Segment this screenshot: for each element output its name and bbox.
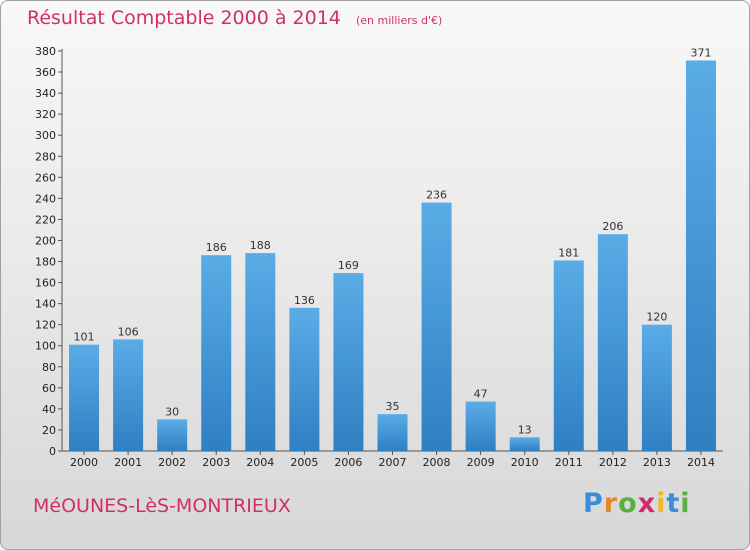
bar — [553, 260, 584, 451]
commune-name: MéOUNES-LèS-MONTRIEUX — [33, 495, 291, 517]
x-tick-label: 2003 — [202, 456, 230, 469]
y-tick-label: 20 — [42, 424, 56, 437]
chart-data-labels: 101 106 30 186 188 136 169 35 236 47 13 181 206 120 37… — [74, 46, 712, 436]
logo-letter: P — [583, 488, 604, 519]
y-tick-label: 240 — [35, 192, 56, 205]
y-tick-label: 80 — [42, 361, 56, 374]
x-tick-label: 2014 — [687, 456, 715, 469]
bar — [113, 339, 144, 451]
bar-value-label: 47 — [474, 388, 488, 401]
x-tick-label: 2012 — [599, 456, 627, 469]
y-tick-label: 200 — [35, 234, 56, 247]
x-tick-label: 2008 — [423, 456, 451, 469]
bar-value-label: 188 — [250, 239, 271, 252]
proxiti-logo: Proxiti — [583, 488, 691, 519]
bar — [289, 307, 320, 451]
bar — [245, 253, 276, 451]
bar-value-label: 236 — [426, 189, 447, 202]
chart-bars — [69, 60, 716, 451]
chart-title-block: Résultat Comptable 2000 à 2014 (en milli… — [27, 7, 442, 29]
x-tick-label: 2001 — [114, 456, 142, 469]
x-tick-label: 2009 — [467, 456, 495, 469]
logo-letter: i — [680, 488, 691, 519]
x-tick-label: 2013 — [643, 456, 671, 469]
bar — [641, 324, 672, 451]
x-tick-label: 2007 — [379, 456, 407, 469]
y-tick-label: 360 — [35, 66, 56, 79]
x-tick-label: 2011 — [555, 456, 583, 469]
logo-letter: t — [666, 488, 681, 519]
bar — [333, 273, 364, 451]
y-tick-label: 340 — [35, 87, 56, 100]
logo-letter: o — [618, 488, 638, 519]
bar-value-label: 101 — [74, 331, 95, 344]
bar — [465, 401, 496, 451]
bar-value-label: 13 — [518, 423, 532, 436]
x-tick-label: 2005 — [290, 456, 318, 469]
bar-value-label: 30 — [165, 405, 179, 418]
y-tick-label: 220 — [35, 213, 56, 226]
y-tick-label: 180 — [35, 256, 56, 269]
bar-value-label: 136 — [294, 294, 315, 307]
bar-value-label: 371 — [690, 46, 711, 59]
logo-letter: r — [603, 488, 619, 519]
bar-value-label: 181 — [558, 246, 579, 259]
bar — [377, 414, 408, 451]
bar — [597, 234, 628, 451]
bar — [201, 255, 232, 451]
x-tick-label: 2004 — [246, 456, 274, 469]
bar-value-label: 106 — [118, 325, 139, 338]
y-tick-label: 260 — [35, 171, 56, 184]
x-tick-label: 2006 — [334, 456, 362, 469]
y-tick-label: 320 — [35, 108, 56, 121]
y-tick-label: 160 — [35, 277, 56, 290]
logo-letter: i — [656, 488, 667, 519]
bar — [69, 344, 100, 451]
bar — [157, 419, 188, 451]
y-tick-label: 100 — [35, 340, 56, 353]
logo-letter: x — [637, 488, 657, 519]
x-tick-label: 2010 — [511, 456, 539, 469]
y-tick-label: 40 — [42, 403, 56, 416]
chart-title: Résultat Comptable 2000 à 2014 — [27, 7, 341, 29]
x-tick-label: 2002 — [158, 456, 186, 469]
bar-value-label: 186 — [206, 241, 227, 254]
bar-value-label: 206 — [602, 220, 623, 233]
y-tick-label: 120 — [35, 319, 56, 332]
y-tick-label: 60 — [42, 382, 56, 395]
bar — [509, 437, 540, 451]
bar — [685, 60, 716, 451]
bar — [421, 202, 452, 451]
bar-value-label: 120 — [646, 311, 667, 324]
y-tick-label: 380 — [35, 45, 56, 58]
y-tick-label: 300 — [35, 129, 56, 142]
y-tick-label: 140 — [35, 298, 56, 311]
x-tick-label: 2000 — [70, 456, 98, 469]
y-tick-label: 0 — [49, 445, 56, 458]
bar-value-label: 35 — [386, 400, 400, 413]
bar-value-label: 169 — [338, 259, 359, 272]
chart-subtitle: (en milliers d'€) — [355, 14, 443, 27]
y-tick-label: 280 — [35, 150, 56, 163]
